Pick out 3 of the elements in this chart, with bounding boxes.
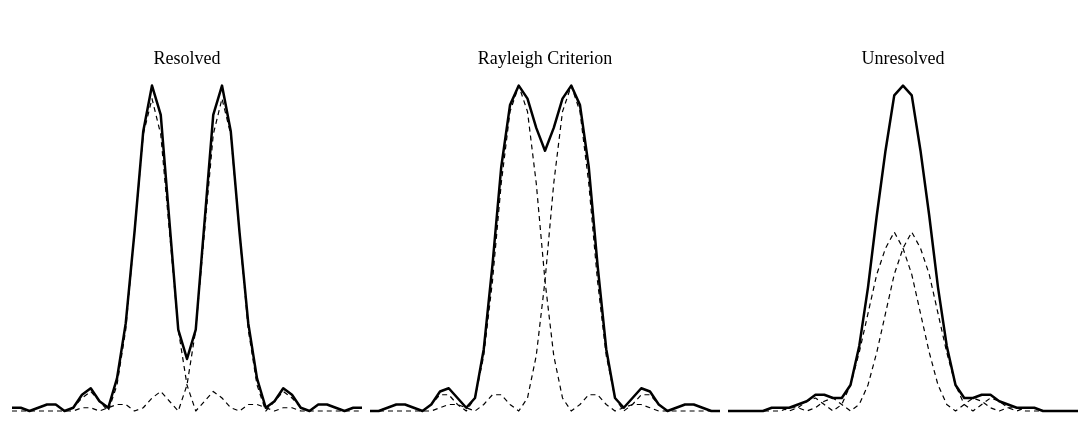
chart-title: Resolved [153, 47, 221, 68]
chart-title: Unresolved [861, 47, 945, 68]
chart-title: Rayleigh Criterion [477, 47, 613, 68]
